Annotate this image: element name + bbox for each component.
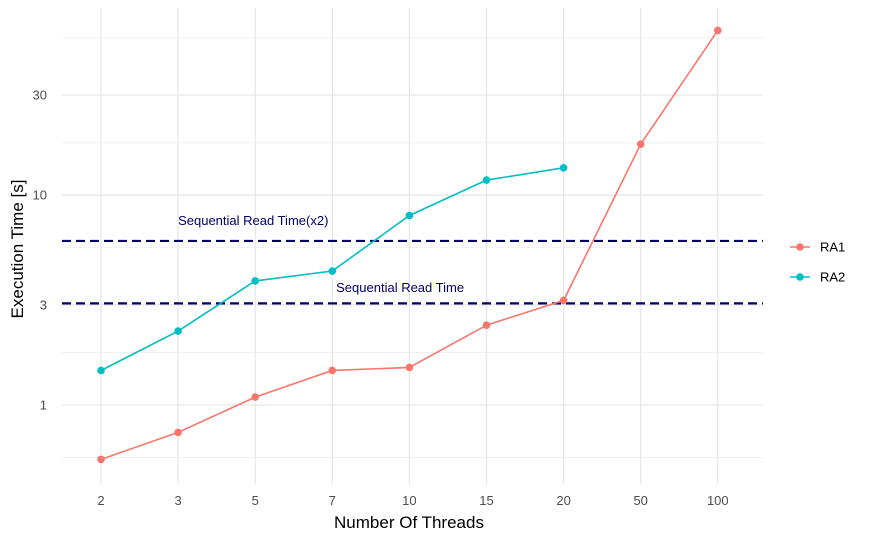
y-tick-label: 3 [40, 297, 47, 312]
data-point-ra1 [328, 366, 337, 375]
y-tick-label: 1 [40, 397, 47, 412]
y-tick-label: 10 [33, 188, 47, 203]
x-tick-label: 50 [633, 493, 647, 508]
x-tick-label: 10 [402, 493, 416, 508]
data-point-ra2 [405, 211, 414, 220]
series-layer [97, 26, 722, 464]
legend-label-ra1: RA1 [820, 240, 845, 255]
minor-gridlines [62, 37, 763, 458]
legend-key-point [796, 273, 804, 281]
reference-line-label: Sequential Read Time(x2) [178, 213, 328, 228]
y-tick-label: 30 [33, 88, 47, 103]
data-point-ra2 [251, 277, 259, 285]
x-tick-label: 3 [174, 493, 181, 508]
data-point-ra1 [714, 26, 722, 35]
data-point-ra2 [559, 164, 568, 172]
legend: RA1 RA2 [790, 240, 845, 285]
reference-line-label: Sequential Read Time [336, 280, 464, 295]
x-tick-label: 5 [252, 493, 259, 508]
data-point-ra2 [482, 176, 491, 184]
x-tick-labels: 2 3 5 7 10 15 20 50 100 [97, 493, 728, 508]
data-point-ra1 [251, 393, 259, 401]
x-tick-label: 7 [329, 493, 336, 508]
legend-key-point [796, 243, 804, 251]
data-point-ra1 [174, 428, 182, 437]
reference-lines: Sequential Read Time(x2) Sequential Read … [62, 213, 763, 305]
data-point-ra1 [559, 296, 568, 305]
data-point-ra2 [97, 366, 105, 375]
data-point-ra1 [482, 321, 491, 329]
data-point-ra1 [97, 455, 105, 464]
data-point-ra2 [328, 267, 337, 275]
data-point-ra1 [405, 363, 414, 372]
major-gridlines [62, 8, 763, 484]
x-tick-label: 100 [707, 493, 729, 508]
data-point-ra1 [636, 140, 645, 148]
x-tick-label: 15 [479, 493, 493, 508]
x-tick-label: 20 [556, 493, 570, 508]
legend-label-ra2: RA2 [820, 270, 845, 285]
x-tick-label: 2 [97, 493, 104, 508]
y-axis-title: Execution Time [s] [8, 180, 27, 319]
x-axis-title: Number Of Threads [334, 513, 484, 532]
data-point-ra2 [174, 327, 182, 335]
y-tick-labels: 1 3 10 30 [33, 88, 47, 413]
